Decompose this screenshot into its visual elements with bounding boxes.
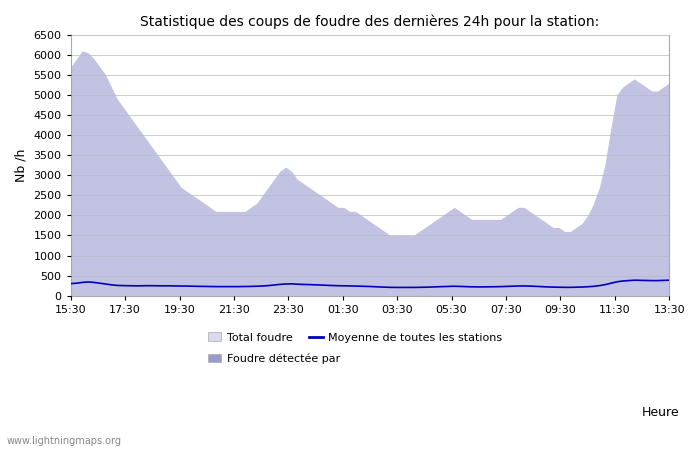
- Title: Statistique des coups de foudre des dernières 24h pour la station:: Statistique des coups de foudre des dern…: [140, 15, 600, 30]
- Text: Heure: Heure: [641, 405, 679, 418]
- Y-axis label: Nb /h: Nb /h: [15, 148, 28, 182]
- Text: www.lightningmaps.org: www.lightningmaps.org: [7, 436, 122, 446]
- Legend: Foudre détectée par: Foudre détectée par: [208, 353, 340, 364]
